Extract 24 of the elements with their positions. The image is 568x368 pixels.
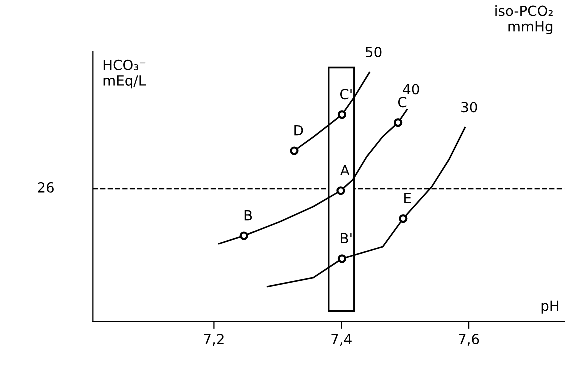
- annotation: C': [340, 89, 352, 100]
- point: [399, 214, 408, 224]
- x-tick-label: 7,2: [204, 334, 224, 346]
- point: [338, 110, 347, 120]
- text: iso-PCO₂ mmHg: [496, 6, 553, 35]
- annotation: A: [340, 165, 350, 176]
- annotation: B': [341, 233, 352, 244]
- annotation: 40: [403, 84, 420, 95]
- x-tick-label: 7,6: [459, 334, 480, 346]
- point: [290, 146, 299, 156]
- point: [336, 186, 346, 196]
- annotation: 30: [462, 102, 478, 113]
- annotation: E: [404, 193, 412, 204]
- point: [240, 232, 248, 240]
- annotation: B: [244, 210, 252, 221]
- text: 26: [38, 182, 54, 193]
- annotation: 50: [366, 47, 382, 58]
- annotation: C: [398, 97, 407, 108]
- y-axis-title: HCO₃⁻ mEq/L: [104, 60, 146, 89]
- point: [394, 118, 403, 128]
- x-axis-title: pH: [542, 300, 559, 314]
- x-tick-label: 7,4: [332, 334, 352, 346]
- annotation: D: [294, 125, 304, 136]
- point: [338, 254, 347, 264]
